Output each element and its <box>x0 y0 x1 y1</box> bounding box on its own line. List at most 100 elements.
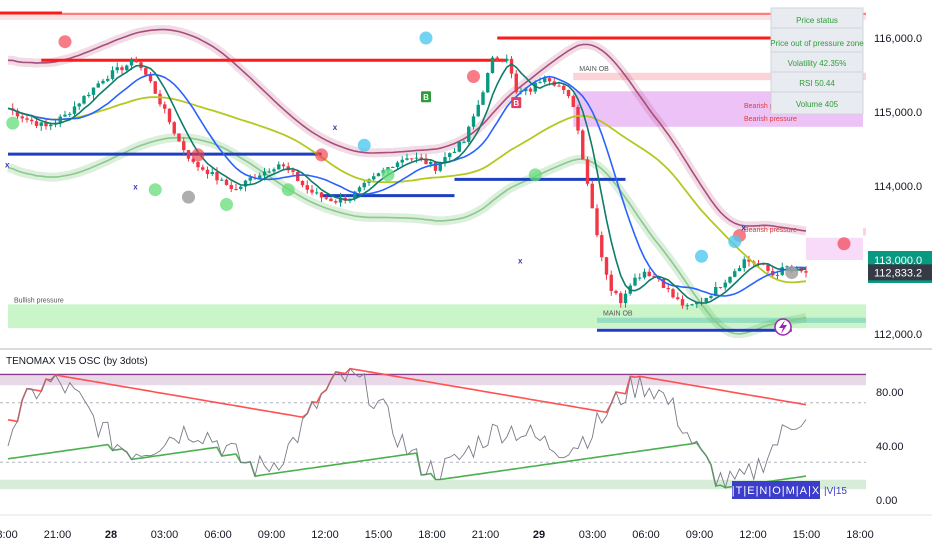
candle-body <box>234 188 238 190</box>
candle-body <box>201 167 205 170</box>
candle-body <box>210 172 214 174</box>
candle-body <box>395 162 400 167</box>
time-tick-0: 18:00 <box>0 529 18 541</box>
candle-body <box>481 92 485 105</box>
candle-body <box>376 173 381 177</box>
candle-body <box>338 197 343 203</box>
candle-body <box>186 150 191 159</box>
zone-label-5: MAIN OB <box>603 311 633 318</box>
time-tick-11: 03:00 <box>579 529 607 541</box>
green-dot-marker <box>6 116 20 130</box>
candle-body <box>144 68 148 75</box>
price-pane[interactable]: MAIN OB MAIN OB Bullish pressure MAIN OB Bea… <box>0 11 932 339</box>
oscillator-axis[interactable]: 80.00 40.00 0.00 <box>876 387 904 507</box>
candle-body <box>167 108 172 123</box>
brand-text: |T|E|N|O|M|A|X <box>732 485 820 497</box>
upper-band <box>7 28 807 232</box>
candle-body <box>676 297 680 300</box>
candle-body <box>562 85 566 91</box>
price-axis[interactable]: 116,000.0115,000.0114,000.0113,000.0112,… <box>874 33 922 341</box>
brand-suffix: |V|15 <box>824 486 847 497</box>
status-panel: Price status Price out of pressure zone … <box>770 7 864 115</box>
candle-body <box>267 171 271 173</box>
lower-band <box>7 136 807 335</box>
candle-body <box>614 290 618 294</box>
time-tick-7: 15:00 <box>365 529 393 541</box>
status-line-1: Price out of pressure zone <box>770 39 864 48</box>
time-tick-9: 21:00 <box>472 529 500 541</box>
candle-body <box>524 88 528 92</box>
candle-body <box>486 73 490 93</box>
oscillator-pane[interactable] <box>0 367 866 490</box>
candle-body <box>747 259 751 262</box>
time-tick-2: 28 <box>105 529 117 541</box>
zone-label-0: MAIN OB <box>579 66 609 73</box>
band-layer <box>6 25 808 339</box>
green-dot-marker <box>281 183 295 197</box>
x-marker: x <box>518 257 523 266</box>
candle-body <box>733 271 737 277</box>
slow-ma-line <box>7 73 807 297</box>
candle-body <box>571 96 575 107</box>
candle-body <box>433 161 438 171</box>
candle-body <box>77 103 81 107</box>
time-tick-8: 18:00 <box>418 529 446 541</box>
marker-layer: x x x x x B B <box>5 31 851 280</box>
candle-body <box>239 186 243 190</box>
bearish-label-2: Bearish pressure <box>744 227 797 234</box>
trend-ma-line <box>7 96 807 284</box>
candle-body <box>718 287 723 289</box>
candle-body <box>391 166 395 168</box>
x-marker: x <box>133 183 138 192</box>
candle-body <box>652 276 656 278</box>
candle-body <box>595 208 599 236</box>
candle-body <box>110 70 115 79</box>
candle-body <box>300 180 305 186</box>
osc-tick-1: 40.00 <box>876 441 904 453</box>
candle-body <box>528 88 533 92</box>
green-dot-marker <box>381 168 395 182</box>
candle-body <box>106 78 110 81</box>
candle-body <box>666 287 670 290</box>
candle-body <box>438 163 442 171</box>
candle-body <box>96 83 100 88</box>
zone-label-4: Bullish pressure <box>14 297 64 304</box>
zone-3 <box>806 237 863 260</box>
candle-body <box>30 119 34 122</box>
candle-body <box>191 158 195 162</box>
candle-body <box>281 164 286 167</box>
buy-signal-marker <box>421 91 431 103</box>
candle-body <box>685 305 689 307</box>
candle-body <box>609 274 613 291</box>
candle-body <box>315 192 319 194</box>
bearish-label-1: Bearish pressure <box>744 116 797 123</box>
time-tick-4: 06:00 <box>204 529 232 541</box>
moving-average-layer <box>7 63 807 304</box>
candle-body <box>414 157 419 159</box>
time-tick-1: 21:00 <box>44 529 72 541</box>
candle-body <box>690 304 694 306</box>
candle-body <box>638 277 642 279</box>
candle-body <box>87 94 91 97</box>
candle-body <box>120 67 124 71</box>
top-zone <box>0 12 866 20</box>
candle-body <box>91 87 96 95</box>
price-tick-1: 115,000.0 <box>874 107 922 119</box>
candle-body <box>258 175 262 179</box>
cyan-dot-marker <box>357 138 371 152</box>
status-line-4: Volume 405 <box>796 100 839 109</box>
candle-body <box>642 271 647 278</box>
price-tick-2: 114,000.0 <box>874 181 922 193</box>
time-axis[interactable]: 18:00 21:00 28 03:00 06:00 09:00 12:00 15:00 18:… <box>0 529 874 541</box>
indicator-title[interactable]: TENOMAX V15 OSC (by 3dots) <box>6 356 148 367</box>
alert-lightning-icon[interactable] <box>774 318 792 336</box>
level-layer <box>0 11 866 332</box>
candle-body <box>49 124 53 127</box>
candle-body <box>163 104 167 109</box>
candle-body <box>44 122 48 127</box>
candle-body <box>728 276 732 283</box>
candle-body <box>68 113 72 115</box>
candle-body <box>566 90 571 97</box>
candle-body <box>471 116 476 127</box>
